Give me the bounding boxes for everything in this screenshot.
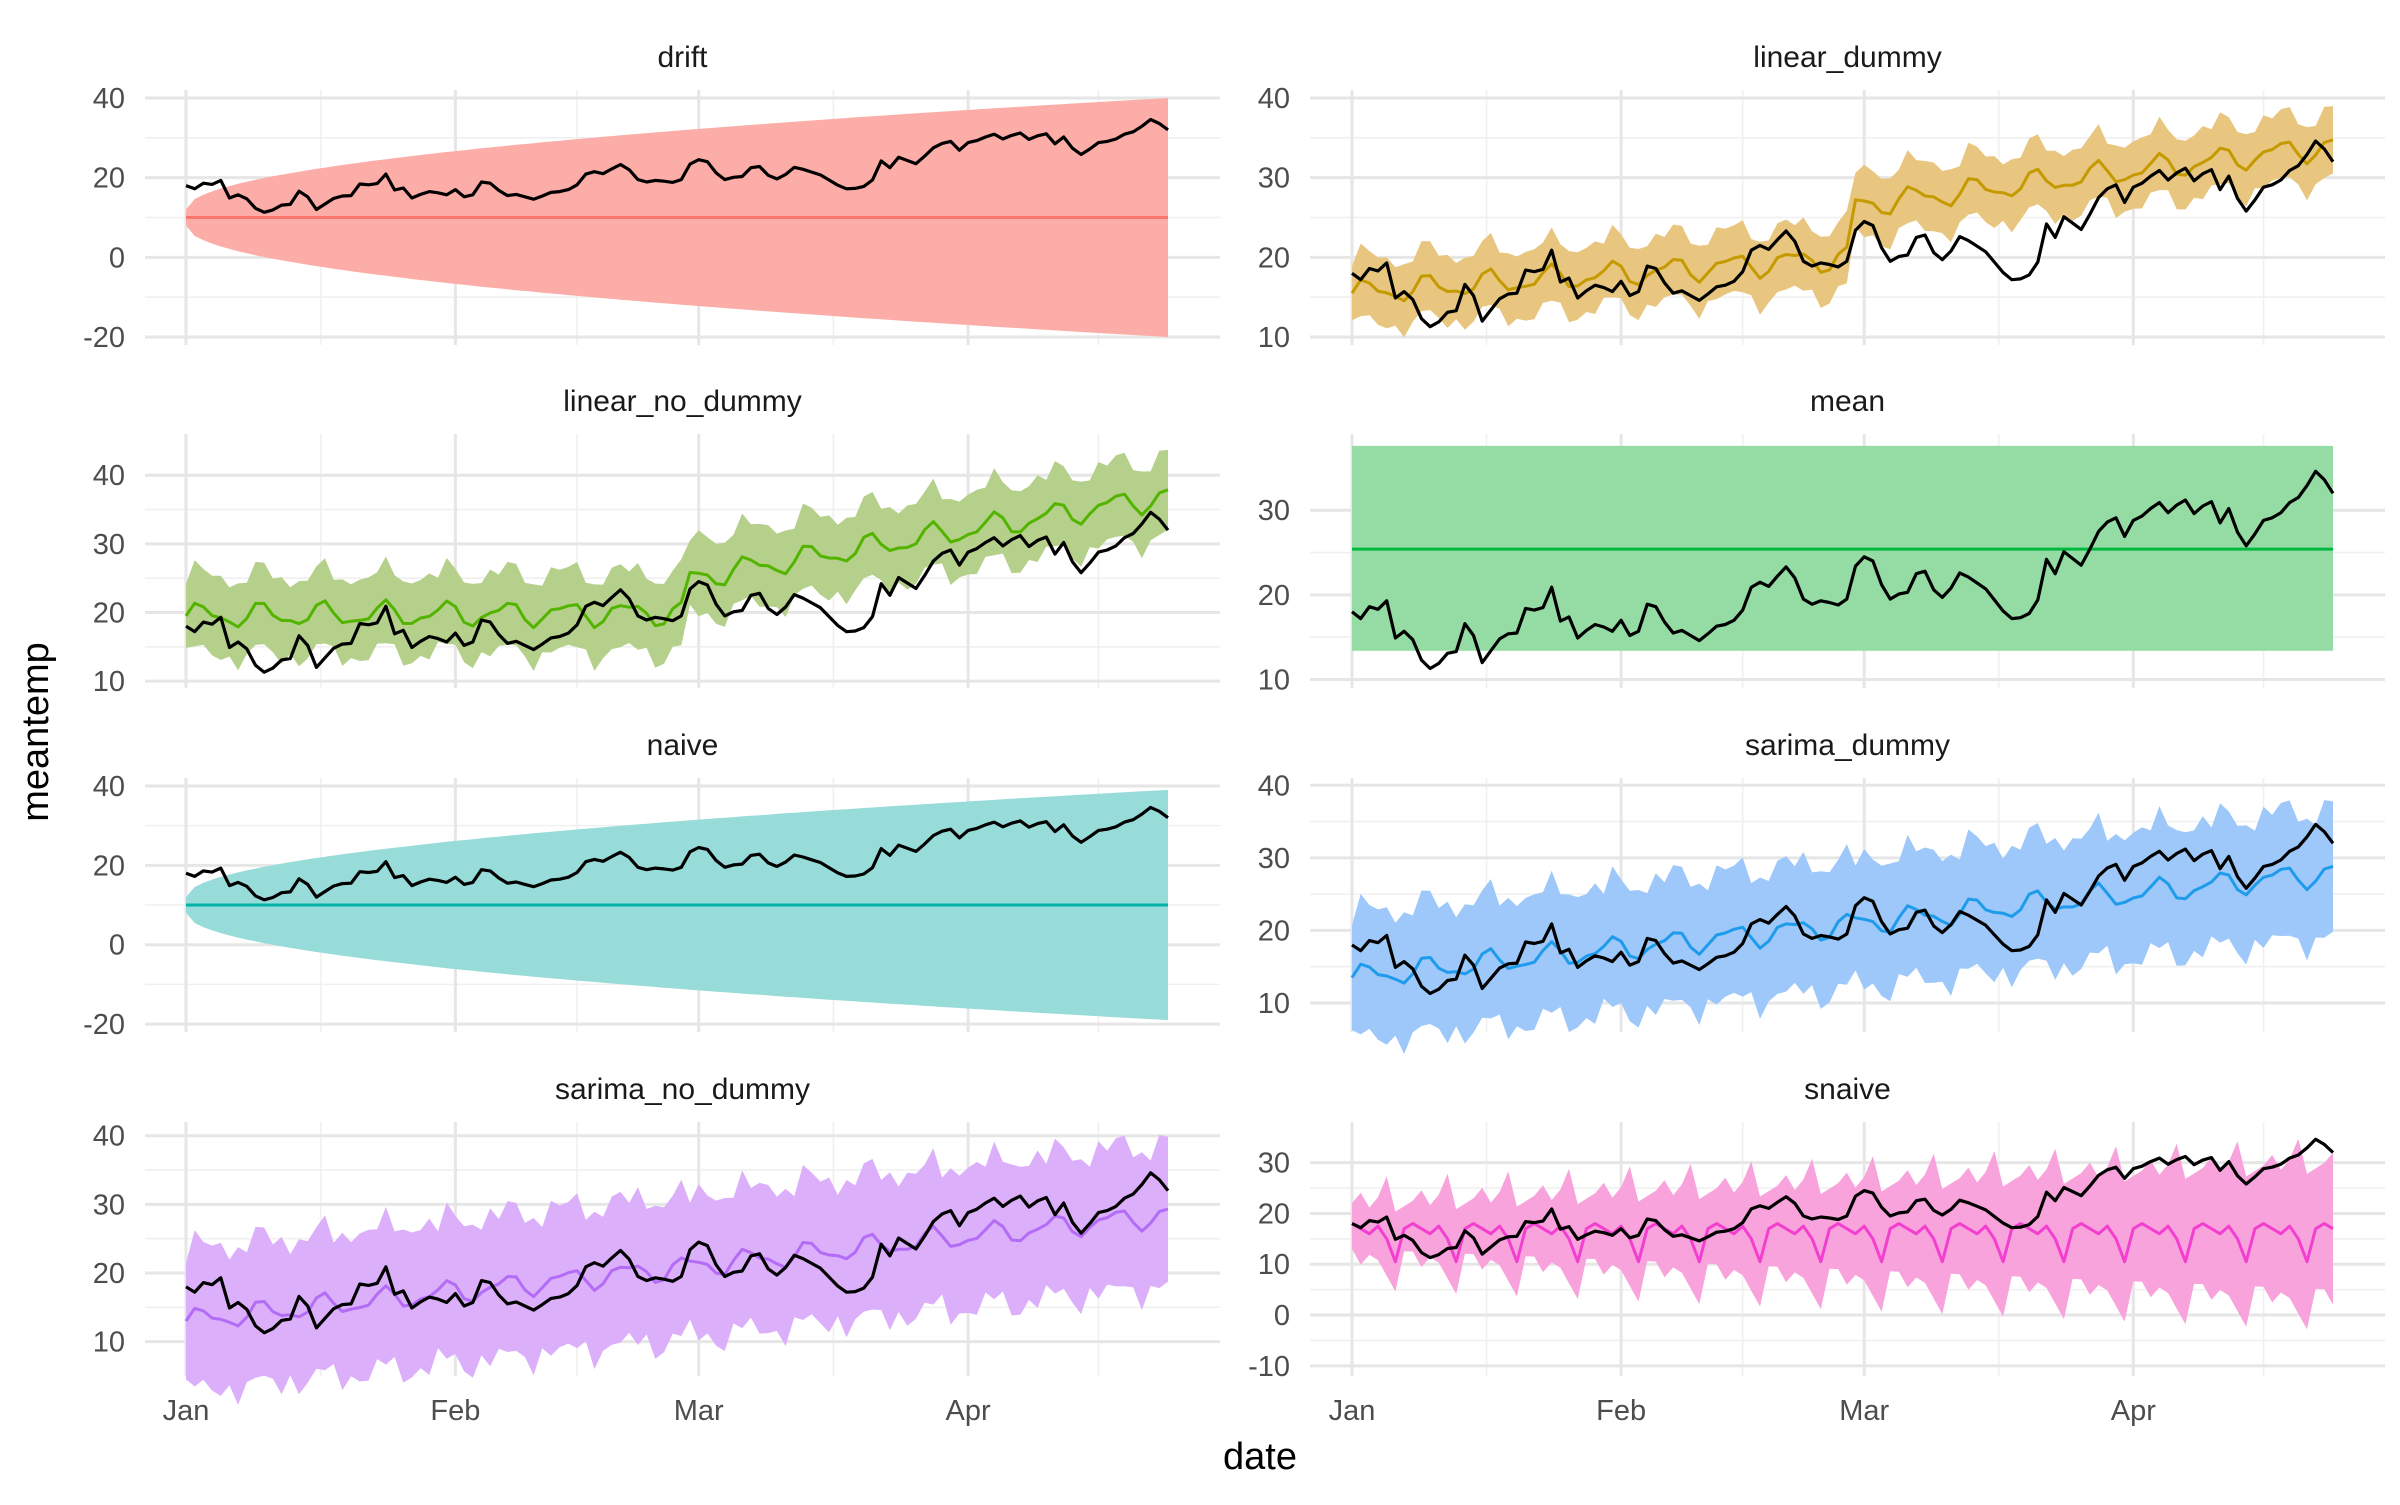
panel-sarima-dummy: sarima_dummy 10 20 30 40	[1258, 729, 2385, 1054]
x-tick-label: Jan	[1329, 1395, 1376, 1427]
y-tick-label: 20	[93, 163, 125, 195]
forecast-line	[1351, 1222, 2334, 1264]
y-tick-label: 10	[1258, 665, 1290, 697]
actual-meantemp-line	[1351, 139, 2335, 329]
y-tick-label: 10	[93, 1327, 125, 1359]
actual-meantemp-line	[1351, 469, 2335, 671]
panel-snaive: snaive -10 0 10 20 30 Jan Feb Mar Apr	[1248, 1073, 2385, 1427]
y-tick-label: -20	[83, 322, 125, 354]
y-tick-label: 40	[93, 771, 125, 803]
x-tick-label: Feb	[1596, 1395, 1646, 1427]
panel-title: mean	[1810, 385, 1885, 418]
y-tick-label: 10	[1258, 988, 1290, 1020]
prediction-interval-band	[1352, 800, 2333, 1054]
x-tick-label: Apr	[946, 1395, 991, 1427]
y-tick-label: 20	[93, 850, 125, 882]
y-tick-label: 30	[93, 529, 125, 561]
actual-meantemp-line	[185, 117, 1169, 214]
forecast-line	[184, 488, 1169, 630]
y-tick-label: 20	[1258, 915, 1290, 947]
y-tick-label: 30	[1258, 843, 1290, 875]
panel-mean: mean 10 20 30	[1258, 385, 2385, 697]
y-tick-label: 40	[93, 1121, 125, 1153]
x-tick-label: Jan	[163, 1395, 210, 1427]
actual-meantemp-line	[185, 1171, 1170, 1335]
y-tick-label: 30	[1258, 1148, 1290, 1180]
y-tick-label: -10	[1248, 1351, 1290, 1383]
prediction-interval-band	[1352, 1138, 2333, 1330]
y-tick-label: 30	[1258, 163, 1290, 195]
prediction-interval-band	[186, 1135, 1168, 1405]
panel-title: linear_dummy	[1753, 41, 1941, 74]
y-tick-label: 30	[93, 1189, 125, 1221]
y-tick-label: 20	[1258, 1198, 1290, 1230]
prediction-interval-band	[1352, 106, 2333, 338]
y-tick-label: 0	[109, 242, 125, 274]
y-tick-label: 20	[93, 1258, 125, 1290]
panel-naive: naive -20 0 20 40	[83, 729, 1220, 1041]
y-tick-label: 0	[109, 930, 125, 962]
x-tick-label: Apr	[2111, 1395, 2156, 1427]
actual-meantemp-line	[185, 510, 1170, 674]
actual-meantemp-line	[1351, 822, 2335, 996]
panel-title: drift	[657, 41, 708, 74]
panel-drift: drift -20 0 20 40	[83, 41, 1220, 354]
panel-title: naive	[647, 729, 719, 762]
y-tick-label: 20	[1258, 242, 1290, 274]
actual-meantemp-line	[185, 805, 1169, 902]
y-tick-label: 20	[93, 597, 125, 629]
x-tick-label: Feb	[430, 1395, 480, 1427]
x-axis-title: date	[1223, 1436, 1297, 1478]
y-tick-label: 30	[1258, 495, 1290, 527]
panel-title: linear_no_dummy	[563, 385, 801, 418]
forecast-line	[184, 1207, 1169, 1328]
panel-title: snaive	[1804, 1073, 1891, 1106]
x-tick-label: Mar	[674, 1395, 724, 1427]
y-axis-title: meantemp	[15, 642, 57, 822]
y-tick-label: 10	[93, 666, 125, 698]
forecast-line	[1350, 864, 2334, 985]
panel-sarima-no-dummy: sarima_no_dummy 10 20 30 40 Jan Feb Mar Apr	[93, 1073, 1220, 1427]
y-tick-label: 20	[1258, 580, 1290, 612]
x-tick-label: Mar	[1839, 1395, 1889, 1427]
panel-linear-dummy: linear_dummy 10 20 30 40	[1258, 41, 2385, 354]
panel-title: sarima_dummy	[1745, 729, 1950, 762]
y-tick-label: 40	[93, 83, 125, 115]
y-tick-label: 40	[1258, 770, 1290, 802]
y-tick-label: -20	[83, 1009, 125, 1041]
panel-linear-no-dummy: linear_no_dummy 10 20 30 40	[93, 385, 1220, 698]
actual-meantemp-line	[1351, 1137, 2335, 1260]
y-tick-label: 40	[93, 460, 125, 492]
forecast-line	[1350, 138, 2334, 303]
y-tick-label: 0	[1274, 1300, 1290, 1332]
y-tick-label: 40	[1258, 83, 1290, 115]
y-tick-label: 10	[1258, 322, 1290, 354]
y-tick-label: 10	[1258, 1249, 1290, 1281]
panel-title: sarima_no_dummy	[555, 1073, 810, 1106]
prediction-interval-band	[186, 449, 1168, 671]
